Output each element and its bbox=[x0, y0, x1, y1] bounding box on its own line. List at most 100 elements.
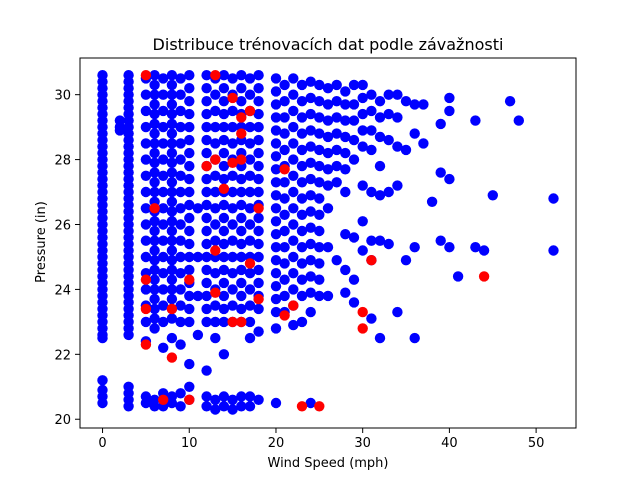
data-point bbox=[288, 203, 299, 214]
data-point bbox=[296, 225, 308, 237]
data-point bbox=[253, 293, 264, 305]
data-point bbox=[227, 121, 238, 133]
data-point bbox=[218, 121, 230, 133]
data-point bbox=[201, 186, 212, 198]
data-point bbox=[184, 264, 195, 276]
data-point bbox=[296, 144, 308, 156]
data-point bbox=[236, 238, 247, 250]
data-point bbox=[210, 245, 221, 256]
data-point bbox=[270, 229, 282, 240]
data-point bbox=[374, 131, 386, 143]
data-point bbox=[348, 134, 360, 146]
data-point bbox=[288, 186, 299, 198]
data-point bbox=[140, 219, 152, 230]
data-point bbox=[166, 216, 178, 227]
data-point bbox=[366, 235, 377, 246]
data-point bbox=[140, 235, 152, 246]
data-point bbox=[218, 303, 230, 315]
data-point bbox=[166, 284, 178, 295]
data-point bbox=[210, 235, 221, 246]
data-point bbox=[305, 306, 316, 318]
data-point bbox=[348, 274, 360, 285]
data-point bbox=[227, 251, 238, 263]
data-point bbox=[236, 96, 247, 107]
data-point bbox=[201, 316, 212, 328]
data-point bbox=[305, 141, 316, 152]
data-point bbox=[244, 203, 256, 214]
data-point bbox=[288, 154, 299, 165]
data-point bbox=[140, 154, 152, 165]
data-point bbox=[322, 115, 334, 126]
data-point bbox=[400, 144, 412, 156]
data-point bbox=[97, 397, 108, 409]
data-point bbox=[288, 251, 299, 263]
data-point bbox=[218, 160, 230, 172]
data-point bbox=[305, 173, 316, 185]
data-point bbox=[270, 125, 282, 136]
data-point bbox=[322, 83, 334, 94]
data-point bbox=[340, 229, 351, 240]
data-point bbox=[348, 297, 360, 308]
data-point bbox=[166, 313, 178, 324]
data-point bbox=[149, 313, 160, 324]
data-point bbox=[253, 147, 264, 159]
data-point bbox=[296, 401, 308, 412]
data-point bbox=[383, 134, 394, 146]
data-point bbox=[227, 203, 238, 214]
data-point bbox=[288, 170, 299, 181]
data-point bbox=[487, 190, 498, 201]
data-point bbox=[201, 147, 212, 159]
data-point bbox=[227, 219, 238, 230]
data-point bbox=[236, 186, 247, 198]
data-point bbox=[158, 268, 169, 279]
data-point bbox=[357, 125, 368, 136]
data-point bbox=[253, 251, 264, 263]
data-point bbox=[270, 323, 282, 334]
data-point bbox=[218, 391, 230, 402]
data-point bbox=[409, 332, 420, 344]
data-point bbox=[296, 177, 308, 188]
data-point bbox=[270, 242, 282, 253]
data-point bbox=[166, 293, 178, 305]
data-point bbox=[175, 203, 186, 214]
data-point bbox=[166, 118, 178, 130]
data-point bbox=[478, 245, 490, 256]
data-point bbox=[296, 209, 308, 220]
data-point bbox=[244, 73, 256, 84]
data-point bbox=[314, 401, 325, 412]
data-point bbox=[314, 128, 325, 139]
data-point bbox=[166, 352, 178, 363]
data-point bbox=[253, 203, 264, 214]
data-point bbox=[270, 112, 282, 123]
data-point bbox=[366, 89, 377, 100]
data-point bbox=[244, 219, 256, 230]
data-point bbox=[348, 79, 360, 91]
data-point bbox=[166, 397, 178, 409]
data-point bbox=[201, 290, 212, 302]
data-point bbox=[166, 245, 178, 256]
data-point bbox=[331, 255, 342, 266]
data-point bbox=[279, 258, 290, 269]
data-point bbox=[140, 105, 152, 117]
data-point bbox=[201, 238, 212, 250]
axis-ticks: 0 10 20 30 40 50 20 22 24 26 28 30 bbox=[54, 89, 544, 451]
data-point bbox=[270, 73, 282, 84]
data-point bbox=[149, 245, 160, 256]
data-point bbox=[201, 401, 212, 412]
data-point bbox=[279, 274, 290, 285]
data-point bbox=[210, 332, 221, 344]
chart-title: Distribuce trénovacích dat podle závažno… bbox=[153, 35, 504, 54]
data-point bbox=[270, 255, 282, 266]
data-point bbox=[279, 242, 290, 253]
data-point bbox=[158, 154, 169, 165]
data-point bbox=[149, 303, 160, 315]
data-point bbox=[210, 316, 221, 328]
data-point bbox=[244, 105, 256, 117]
data-point bbox=[418, 99, 429, 110]
data-point bbox=[270, 190, 282, 201]
data-point bbox=[166, 89, 178, 100]
data-point bbox=[340, 287, 351, 298]
data-point bbox=[158, 284, 169, 295]
data-point bbox=[236, 212, 247, 224]
data-point bbox=[140, 70, 152, 81]
